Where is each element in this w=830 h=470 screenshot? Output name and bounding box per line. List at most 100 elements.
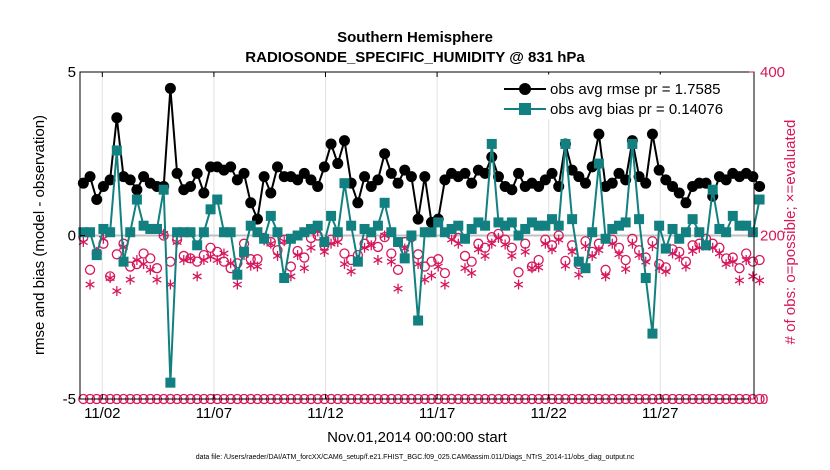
obs-evaluated-point	[152, 274, 162, 285]
legend-rmse-marker	[519, 83, 531, 95]
bias-point	[587, 227, 598, 238]
rmse-point	[747, 171, 759, 183]
obs-evaluated-point	[105, 273, 115, 284]
rmse-point	[184, 180, 196, 192]
obs-evaluated-point	[433, 261, 443, 272]
bias-point	[553, 220, 564, 231]
y-tick-label: -5	[63, 391, 76, 408]
rmse-point	[124, 174, 136, 186]
bias-point	[259, 233, 270, 244]
bias-point	[372, 220, 383, 231]
obs-evaluated-point	[661, 266, 671, 277]
bias-point	[185, 227, 196, 238]
obs-evaluated-point	[748, 271, 758, 282]
obs-evaluated-point	[627, 238, 638, 249]
obs-possible-point	[386, 248, 397, 259]
rmse-point	[479, 167, 491, 179]
y-axis-right-label: # of obs: o=possible; ×=evaluated	[782, 120, 799, 345]
bias-point	[466, 223, 477, 234]
obs-evaluated-point	[125, 274, 135, 285]
obs-evaluated-point	[687, 246, 698, 257]
bias-point	[138, 220, 149, 231]
rmse-point	[225, 161, 237, 173]
obs-possible-point	[520, 238, 531, 249]
bias-point	[272, 227, 283, 238]
obs-evaluated-point	[219, 248, 229, 259]
obs-evaluated-point	[721, 259, 731, 270]
obs-evaluated-point	[346, 266, 356, 277]
bias-point	[212, 194, 223, 205]
y-tick-label: 5	[68, 64, 76, 81]
rmse-point	[318, 161, 330, 173]
bias-point	[506, 217, 517, 228]
obs-evaluated-point	[225, 258, 236, 269]
bias-point	[560, 138, 571, 149]
bias-point	[741, 220, 752, 231]
obs-evaluated-point	[547, 244, 557, 255]
rmse-point	[164, 82, 176, 94]
obs-evaluated-point	[674, 251, 684, 262]
obs-possible-point	[754, 254, 765, 266]
bias-point	[312, 220, 323, 231]
obs-possible-point	[419, 261, 430, 272]
obs-evaluated-point	[513, 279, 524, 290]
rmse-point	[91, 194, 103, 206]
rmse-point	[104, 174, 116, 186]
bias-point	[165, 377, 176, 388]
bias-point	[714, 223, 725, 234]
bias-point	[225, 227, 236, 238]
bias-point	[125, 227, 136, 238]
bias-point	[85, 227, 96, 238]
rmse-point	[272, 161, 284, 173]
bias-point	[513, 230, 524, 241]
rmse-point	[646, 128, 658, 140]
chart-title: Southern Hemisphere	[337, 29, 493, 46]
bias-point	[232, 269, 243, 280]
obs-evaluated-point	[533, 262, 544, 273]
y-tick-label: 0	[68, 228, 76, 245]
obs-evaluated-point	[85, 279, 95, 290]
bias-point	[660, 243, 671, 254]
y-right-tick-label: 200	[760, 228, 785, 245]
x-axis-label: Nov.01,2014 00:00:00 start	[327, 429, 508, 446]
rmse-point	[680, 197, 692, 209]
tick-layer: 11/02 11/07 11/12 11/17 11/22 11/27 -5 0 5 0 200 40…	[63, 64, 785, 422]
bias-point	[326, 210, 337, 221]
bias-point	[413, 315, 424, 326]
x-tick-label: 11/12	[307, 405, 343, 422]
bias-point	[493, 217, 504, 228]
obs-possible-point	[84, 264, 96, 275]
bias-point	[98, 223, 109, 234]
bias-point	[131, 194, 142, 205]
obs-evaluated-point	[554, 234, 564, 245]
bias-point	[178, 227, 189, 238]
bias-point	[567, 214, 578, 225]
bias-point	[446, 223, 457, 234]
obs-evaluated-point	[560, 260, 571, 271]
y-right-tick-label: 400	[760, 64, 785, 81]
rmse-point	[385, 167, 397, 179]
bias-point	[359, 223, 370, 234]
bias-point	[547, 214, 558, 225]
bias-point	[727, 210, 738, 221]
footnote: data file: /Users/raeder/DAI/ATM_forcXX/…	[196, 454, 635, 461]
rmse-point	[338, 135, 350, 147]
obs-evaluated-point	[426, 270, 437, 281]
bias-point	[118, 256, 129, 267]
bias-point	[111, 145, 122, 156]
bias-point	[105, 227, 116, 238]
bias-point	[299, 227, 310, 238]
obs-possible-point	[392, 264, 404, 275]
bias-point	[573, 256, 584, 267]
obs-evaluated-point	[440, 279, 450, 290]
rmse-point	[379, 148, 391, 160]
bias-point	[379, 197, 390, 208]
obs-possible-point	[439, 267, 451, 279]
obs-evaluated-point	[319, 246, 330, 257]
obs-evaluated-point	[192, 271, 202, 282]
bias-point	[533, 220, 544, 231]
rmse-point	[131, 184, 143, 196]
obs-possible-point	[145, 253, 156, 264]
rmse-point	[466, 177, 478, 189]
